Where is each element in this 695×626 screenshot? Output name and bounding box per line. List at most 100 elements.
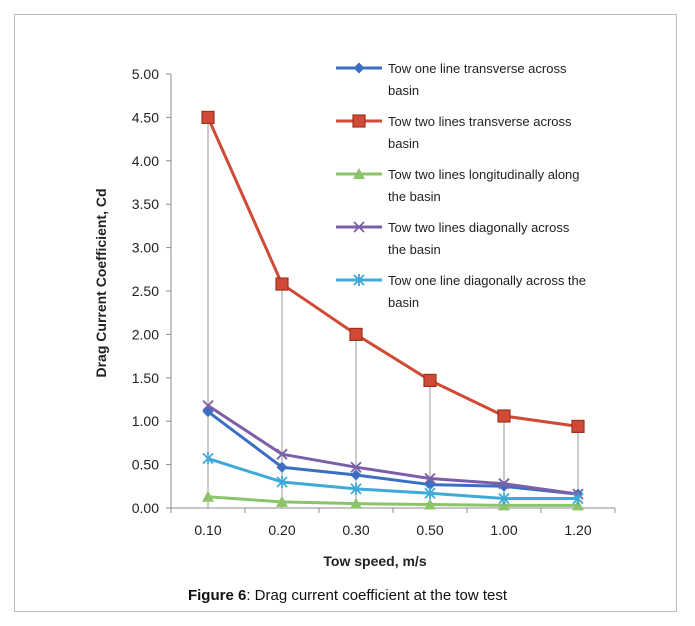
legend-item: Tow two lines longitudinally along the ba… [336,167,580,204]
legend-label: the basin [388,189,441,204]
data-point [350,482,362,495]
x-tick-label: 0.30 [342,522,369,538]
data-point [276,448,288,460]
figure-caption: Figure 6: Drag current coefficient at th… [0,587,695,604]
marker-x [424,472,436,485]
data-point [571,419,585,434]
y-tick-label: 1.00 [132,413,159,429]
legend-marker [352,114,366,128]
marker-star [572,492,584,505]
legend-marker [353,221,365,233]
marker-square [352,114,366,128]
figure-label: Figure 6 [187,587,247,604]
marker-star [202,452,214,465]
series-line [207,410,579,496]
series-5 [202,452,584,505]
data-point [202,490,214,502]
data-point [498,478,510,490]
legend-label: Tow two lines longitudinally along [388,167,580,182]
x-tick-label: 0.50 [416,522,443,538]
legend-marker [353,274,365,286]
y-tick-label: 2.50 [132,283,159,299]
data-point [275,277,289,291]
y-tick-label: 5.00 [132,66,159,82]
data-point [424,498,436,510]
marker-diamond [353,62,365,74]
marker-x [276,448,288,460]
legend-item: Tow one line diagonally across the basin [336,273,586,310]
marker-star [424,487,436,500]
x-tick-label: 0.10 [194,522,221,538]
y-tick-label: 1.50 [132,370,159,386]
data-point [350,497,362,509]
x-tick-label: 1.00 [490,522,517,538]
series-line [207,495,578,507]
legend-label: basin [388,136,419,151]
marker-triangle [202,490,214,502]
legend-marker [353,62,365,74]
legend-item: Tow one line transverse across basin [336,61,567,98]
data-point [349,327,363,341]
legend-label: the basin [388,242,441,257]
data-point [276,495,288,507]
x-tick-label: 1.20 [564,522,591,538]
data-point [497,409,511,423]
legend-label: Tow two lines diagonally across [388,220,570,235]
marker-square [349,327,363,341]
y-axis-ticks: 0.00 0.50 1.00 1.50 2.00 2.50 3.00 3.50 4.00 4.50… [132,66,171,516]
legend-label: Tow two lines transverse across [388,114,572,129]
marker-x [498,478,510,490]
marker-triangle [350,497,362,509]
marker-x [350,461,362,473]
y-axis-title: Drag Current Coefficient, Cd [93,188,109,377]
y-tick-label: 4.00 [132,153,159,169]
data-point [276,461,288,473]
x-tick-label: 0.20 [268,522,295,538]
y-tick-label: 4.50 [132,109,159,125]
data-point [572,492,584,505]
data-point [276,475,288,488]
y-tick-label: 2.00 [132,326,159,342]
series-3 [202,490,584,511]
data-point [423,373,437,388]
marker-triangle [276,495,288,507]
data-point [424,487,436,500]
legend-label: basin [388,295,419,310]
figure-caption-text: : Drag current coefficient at the tow te… [246,587,508,604]
y-tick-label: 3.50 [132,196,159,212]
legend-item: Tow two lines transverse across basin [336,114,572,151]
data-point [202,399,214,412]
marker-triangle [353,168,365,179]
marker-x [202,399,214,412]
marker-diamond [350,469,362,481]
x-axis-ticks: 0.10 0.20 0.30 0.50 1.00 1.20 [170,508,616,538]
y-tick-label: 3.00 [132,240,159,256]
data-point [201,110,215,125]
legend-label: basin [388,83,419,98]
y-tick-label: 0.50 [132,457,159,473]
marker-star [498,492,510,505]
marker-triangle [498,499,510,511]
data-point [350,469,362,481]
marker-square [201,110,215,125]
y-tick-label: 0.00 [132,500,159,516]
data-point [572,499,584,511]
series-line [207,457,578,500]
marker-triangle [424,498,436,510]
marker-square [497,409,511,423]
x-axis-title: Tow speed, m/s [323,553,426,569]
legend-label: Tow one line diagonally across the [388,273,586,288]
marker-diamond [276,461,288,473]
marker-square [571,419,585,434]
data-point [498,492,510,505]
legend-item: Tow two lines diagonally across the basin [336,220,570,257]
data-point [350,461,362,473]
drag-coefficient-chart: 0.00 0.50 1.00 1.50 2.00 2.50 3.00 3.50 4.00 4.50… [93,61,616,569]
legend-label: Tow one line transverse across [388,61,567,76]
figure-frame [14,14,677,612]
series-2 [201,110,585,434]
data-point [202,452,214,465]
marker-x [353,221,365,233]
series-line [207,404,579,496]
